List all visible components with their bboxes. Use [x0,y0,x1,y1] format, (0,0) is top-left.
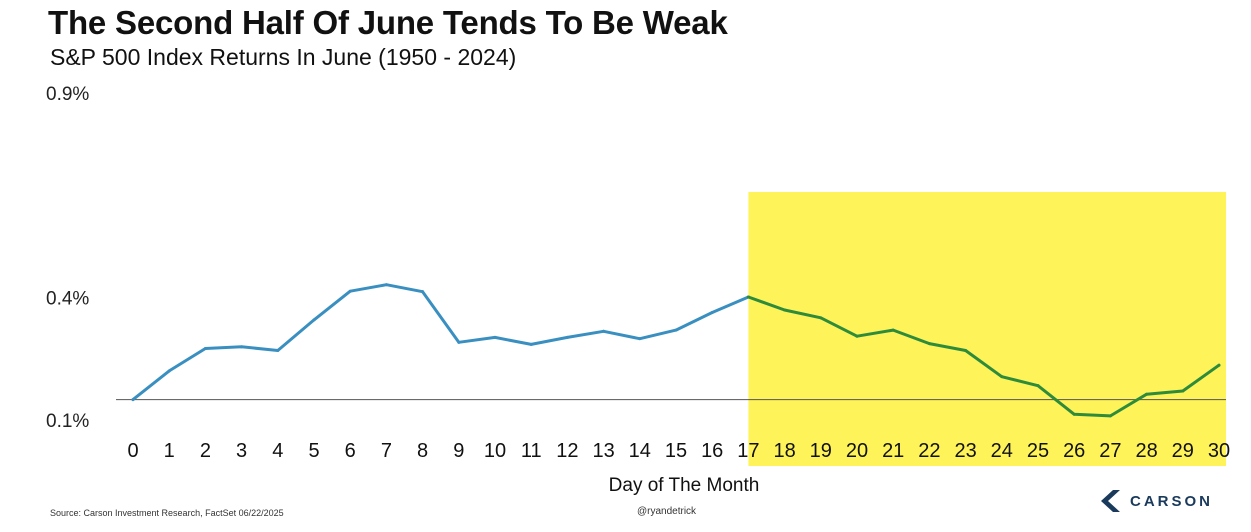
data-point [529,342,533,346]
data-point [493,335,497,339]
x-tick-label: 0 [127,440,138,462]
data-point [674,328,678,332]
data-point [602,329,606,333]
x-tick-label: 13 [592,440,614,462]
highlight-region [748,192,1226,466]
data-point [1145,392,1149,396]
y-tick-label: 0.1% [46,411,89,432]
data-point [891,328,895,332]
x-tick-label: 23 [954,440,976,462]
x-tick-label: 15 [665,440,687,462]
data-point [384,283,388,287]
x-tick-label: 19 [810,440,832,462]
x-tick-label: 18 [773,440,795,462]
x-tick-label: 27 [1099,440,1121,462]
carson-logo: CARSON [1100,486,1230,516]
x-tick-label: 1 [164,440,175,462]
y-tick-label: 0.4% [46,288,89,309]
data-point [565,335,569,339]
data-point [1181,389,1185,393]
series-line-first-half [131,283,750,402]
x-tick-label: 12 [556,440,578,462]
x-tick-label: 4 [272,440,283,462]
carson-chevron-icon [1101,490,1120,512]
x-tick-label: 17 [737,440,759,462]
data-point [1072,412,1076,416]
x-tick-label: 29 [1172,440,1194,462]
x-tick-label: 21 [882,440,904,462]
x-tick-label: 2 [200,440,211,462]
data-point [1036,384,1040,388]
data-point [638,337,642,341]
x-tick-label: 5 [308,440,319,462]
x-tick-label: 28 [1135,440,1157,462]
data-point [240,345,244,349]
data-point [1108,414,1112,418]
data-point [203,346,207,350]
x-tick-label: 24 [991,440,1013,462]
data-point [457,340,461,344]
x-tick-label: 30 [1208,440,1230,462]
data-point [348,289,352,293]
x-tick-label: 9 [453,440,464,462]
series-line-second-half [746,295,1221,418]
data-point [312,318,316,322]
data-point [783,308,787,312]
chart-subtitle: S&P 500 Index Returns In June (1950 - 20… [50,44,517,70]
x-axis-label: Day of The Month [609,475,760,496]
data-point [131,398,135,402]
author-handle: @ryandetrick [637,506,697,517]
data-point [276,349,280,353]
y-tick-label: 0.9% [46,84,89,105]
data-point [1217,363,1221,367]
x-tick-label: 7 [381,440,392,462]
x-tick-label: 6 [345,440,356,462]
x-tick-label: 25 [1027,440,1049,462]
x-tick-label: 16 [701,440,723,462]
data-point [855,334,859,338]
data-point [964,349,968,353]
data-point [927,342,931,346]
data-point [819,316,823,320]
x-tick-label: 22 [918,440,940,462]
x-tick-label: 26 [1063,440,1085,462]
x-tick-label: 10 [484,440,506,462]
data-point [746,295,750,299]
logo-text: CARSON [1130,492,1214,510]
data-point [421,290,425,294]
x-tick-label: 3 [236,440,247,462]
x-tick-label: 20 [846,440,868,462]
x-tick-label: 14 [629,440,651,462]
data-point [167,369,171,373]
chart-title: The Second Half Of June Tends To Be Weak [48,4,728,41]
data-point [710,310,714,314]
data-point [1000,375,1004,379]
x-tick-label: 8 [417,440,428,462]
x-tick-label: 11 [521,440,542,462]
source-note: Source: Carson Investment Research, Fact… [50,508,284,518]
